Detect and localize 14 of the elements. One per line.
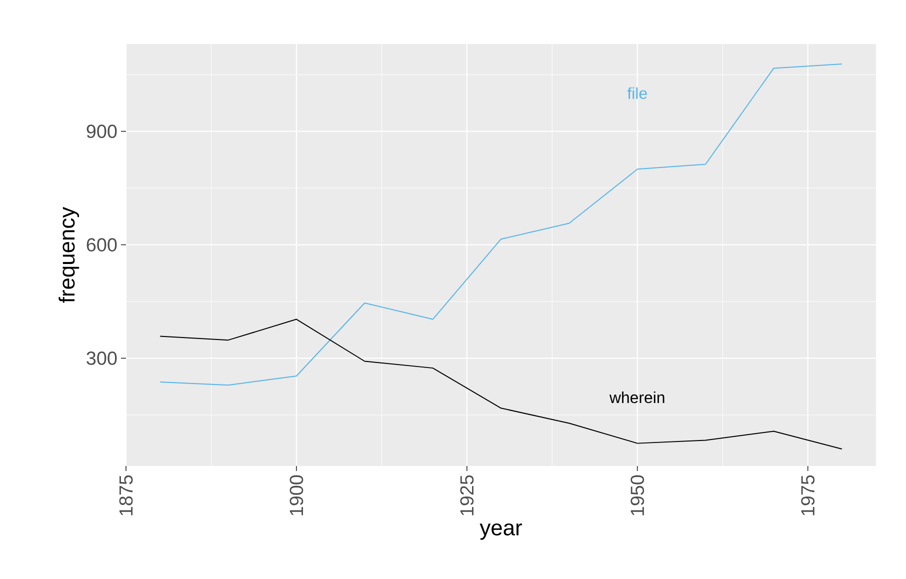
x-axis-title: year — [480, 523, 522, 540]
x-tick-label: 1950 — [630, 475, 644, 516]
y-axis-title: frequency — [58, 206, 80, 303]
line-series — [160, 318, 842, 450]
y-tick-label: 300 — [86, 352, 117, 365]
line-series — [160, 64, 842, 386]
series-label: wherein — [609, 391, 664, 404]
text: file — [627, 87, 647, 100]
y-tick-label: 600 — [86, 238, 117, 252]
x-tick-label: 1925 — [460, 475, 474, 516]
x-tick-label: 1900 — [290, 475, 304, 516]
y-tick-label: 900 — [86, 124, 117, 138]
x-tick-label: 1875 — [119, 475, 133, 516]
x-tick-label: 1975 — [801, 475, 815, 516]
